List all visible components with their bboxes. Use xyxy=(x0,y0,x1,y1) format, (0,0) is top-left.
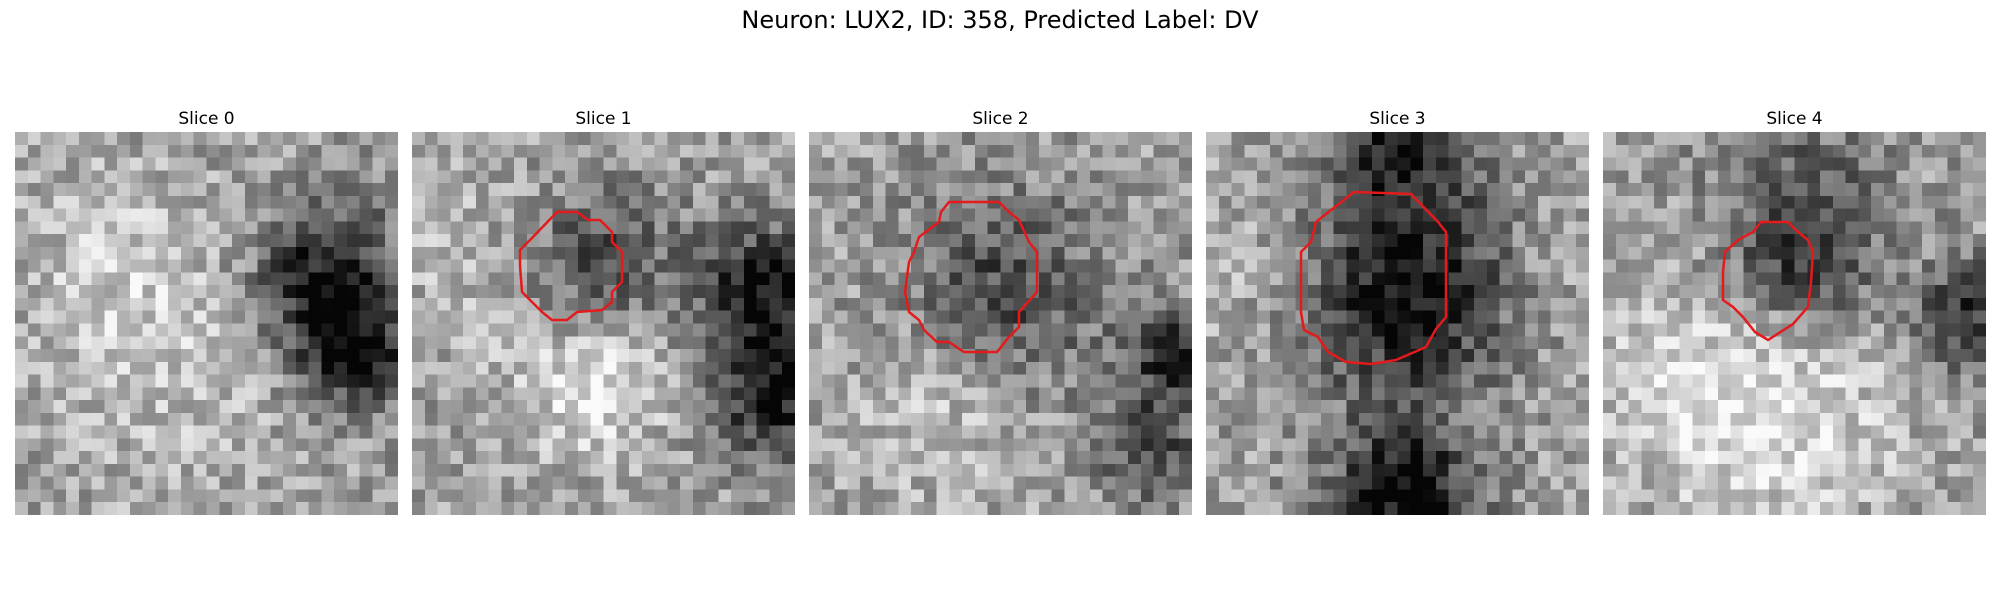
roi-contour xyxy=(518,210,624,322)
roi-contour xyxy=(903,200,1039,354)
slice-image xyxy=(1206,132,1589,515)
roi-contour xyxy=(1299,190,1448,366)
slice-image xyxy=(809,132,1192,515)
roi-contour xyxy=(1721,220,1815,342)
slice-panel-3: Slice 3 xyxy=(1206,106,1589,515)
slice-panel-0: Slice 0 xyxy=(15,106,398,515)
slice-image-wrap xyxy=(15,132,398,515)
slice-image-wrap xyxy=(809,132,1192,515)
slice-image xyxy=(412,132,795,515)
slice-image-wrap xyxy=(1206,132,1589,515)
slice-image-wrap xyxy=(412,132,795,515)
slice-panel-1: Slice 1 xyxy=(412,106,795,515)
slice-title: Slice 3 xyxy=(1369,109,1426,129)
slice-image-wrap xyxy=(1603,132,1986,515)
slice-title: Slice 1 xyxy=(575,109,632,129)
slice-panel-2: Slice 2 xyxy=(809,106,1192,515)
slice-title: Slice 2 xyxy=(972,109,1029,129)
slice-title: Slice 0 xyxy=(178,109,235,129)
slice-panel-4: Slice 4 xyxy=(1603,106,1986,515)
slice-title: Slice 4 xyxy=(1766,109,1823,129)
figure-title: Neuron: LUX2, ID: 358, Predicted Label: … xyxy=(741,6,1259,34)
slice-image xyxy=(15,132,398,515)
